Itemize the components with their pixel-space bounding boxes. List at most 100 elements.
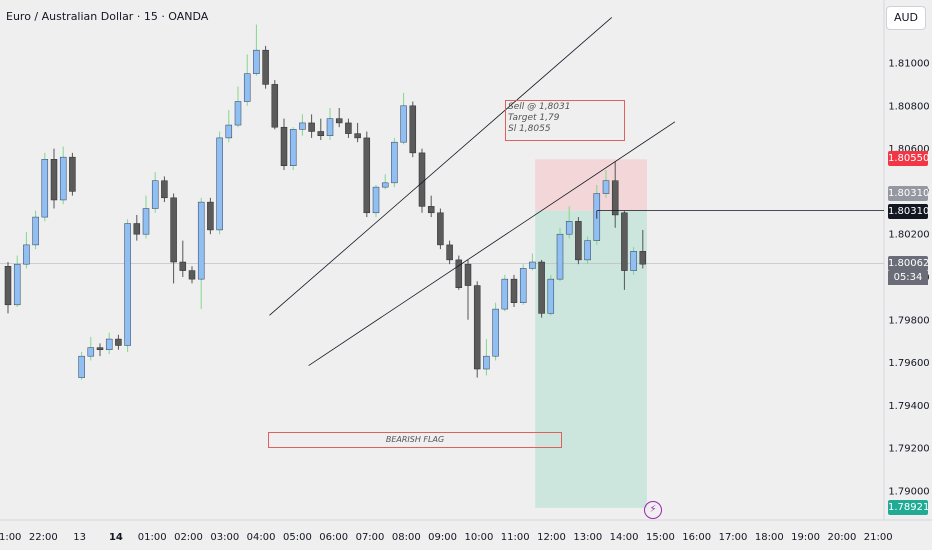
candle-body	[565, 221, 573, 235]
time-tick-label: 08:00	[392, 532, 421, 543]
candle	[188, 266, 196, 284]
candle	[427, 195, 435, 218]
time-tick-label: 06:00	[319, 532, 348, 543]
candle-body	[280, 126, 288, 166]
candle	[602, 170, 610, 198]
price-tick-label: 1.79200	[888, 444, 929, 455]
stop-price-tag: 1.80550	[888, 151, 930, 166]
candle-body	[630, 251, 637, 271]
candle	[565, 206, 573, 239]
price-tick-label: 1.79600	[888, 358, 929, 369]
candle-body	[308, 122, 315, 132]
candle	[492, 302, 499, 361]
candle-body	[69, 156, 76, 192]
candle	[547, 274, 555, 316]
candle	[262, 45, 269, 89]
candle-body	[529, 261, 536, 269]
candle-body	[170, 197, 177, 263]
candle-body	[23, 244, 30, 265]
candle-body	[492, 308, 499, 357]
candle-body	[225, 124, 233, 139]
grid	[0, 0, 932, 521]
candle-body	[427, 206, 435, 214]
candle-body	[354, 133, 361, 139]
candle	[179, 240, 187, 277]
candle-body	[345, 122, 352, 134]
time-tick-label: 16:00	[682, 532, 711, 543]
candle-body	[437, 212, 444, 246]
candle-body	[96, 347, 104, 351]
candle	[41, 152, 49, 222]
candle	[13, 255, 21, 307]
candle	[216, 131, 223, 235]
candle-body	[41, 159, 49, 218]
candle	[391, 137, 398, 188]
candle	[87, 336, 95, 361]
candle	[151, 172, 159, 213]
lightning-icon[interactable]: ⚡	[644, 501, 662, 519]
candle	[59, 146, 67, 205]
bearish-flag-label: BEARISH FLAG	[268, 432, 562, 448]
time-tick-label: 15:00	[646, 532, 675, 543]
candle	[584, 236, 591, 265]
candle	[105, 332, 113, 355]
candle	[381, 174, 389, 190]
candle-body	[372, 186, 380, 214]
candle-body	[501, 278, 509, 310]
price-tick-label: 1.80800	[888, 101, 929, 112]
trade-note-line-1: Sell @ 1,8031	[508, 102, 571, 112]
time-tick-label: 13:00	[573, 532, 602, 543]
time-tick-label: 22:00	[29, 532, 58, 543]
time-tick-label: 02:00	[174, 532, 203, 543]
price-tick-label: 1.81000	[888, 59, 929, 70]
candle-body	[299, 122, 306, 130]
time-tick-label: 19:00	[791, 532, 820, 543]
candle	[621, 210, 628, 290]
candle	[170, 193, 177, 284]
candle-body	[547, 278, 555, 314]
time-tick-label: 17:00	[719, 532, 748, 543]
candle-body	[446, 244, 453, 261]
currency-button[interactable]: AUD	[886, 6, 926, 30]
candle	[280, 118, 288, 170]
candle-body	[584, 240, 591, 261]
candle	[207, 197, 214, 235]
candle	[69, 152, 76, 196]
candle-body	[87, 347, 95, 357]
candle-body	[243, 73, 251, 102]
candle-body	[326, 118, 334, 137]
candle-body	[142, 208, 150, 235]
candle-body	[289, 129, 297, 166]
candle-body	[575, 221, 582, 261]
candle-body	[639, 251, 647, 265]
candle-body	[188, 270, 196, 280]
candle	[639, 229, 647, 269]
candle	[124, 219, 131, 352]
candle-body	[271, 84, 279, 128]
candle	[473, 281, 481, 378]
time-tick-label: 10:00	[464, 532, 493, 543]
candle-body	[455, 259, 463, 288]
candle	[501, 274, 509, 312]
candle	[446, 240, 453, 265]
candle	[326, 107, 334, 141]
current-price-tag: 1.80062	[888, 256, 930, 271]
candle	[354, 122, 361, 143]
candle	[234, 86, 242, 128]
time-tick-label: 21:00	[0, 532, 21, 543]
time-tick-label: 13	[73, 532, 86, 543]
trade-note-line-3: Sl 1,8055	[508, 124, 551, 134]
candle-body	[381, 182, 389, 188]
candle	[133, 214, 141, 241]
candle-body	[124, 223, 131, 346]
candle	[253, 24, 260, 76]
candle-body	[483, 355, 490, 370]
position-zones	[535, 159, 647, 508]
candle	[299, 114, 306, 136]
candle-body	[78, 355, 85, 378]
candle-body	[32, 216, 39, 246]
candle-body	[519, 268, 527, 303]
candle-body	[538, 261, 545, 314]
